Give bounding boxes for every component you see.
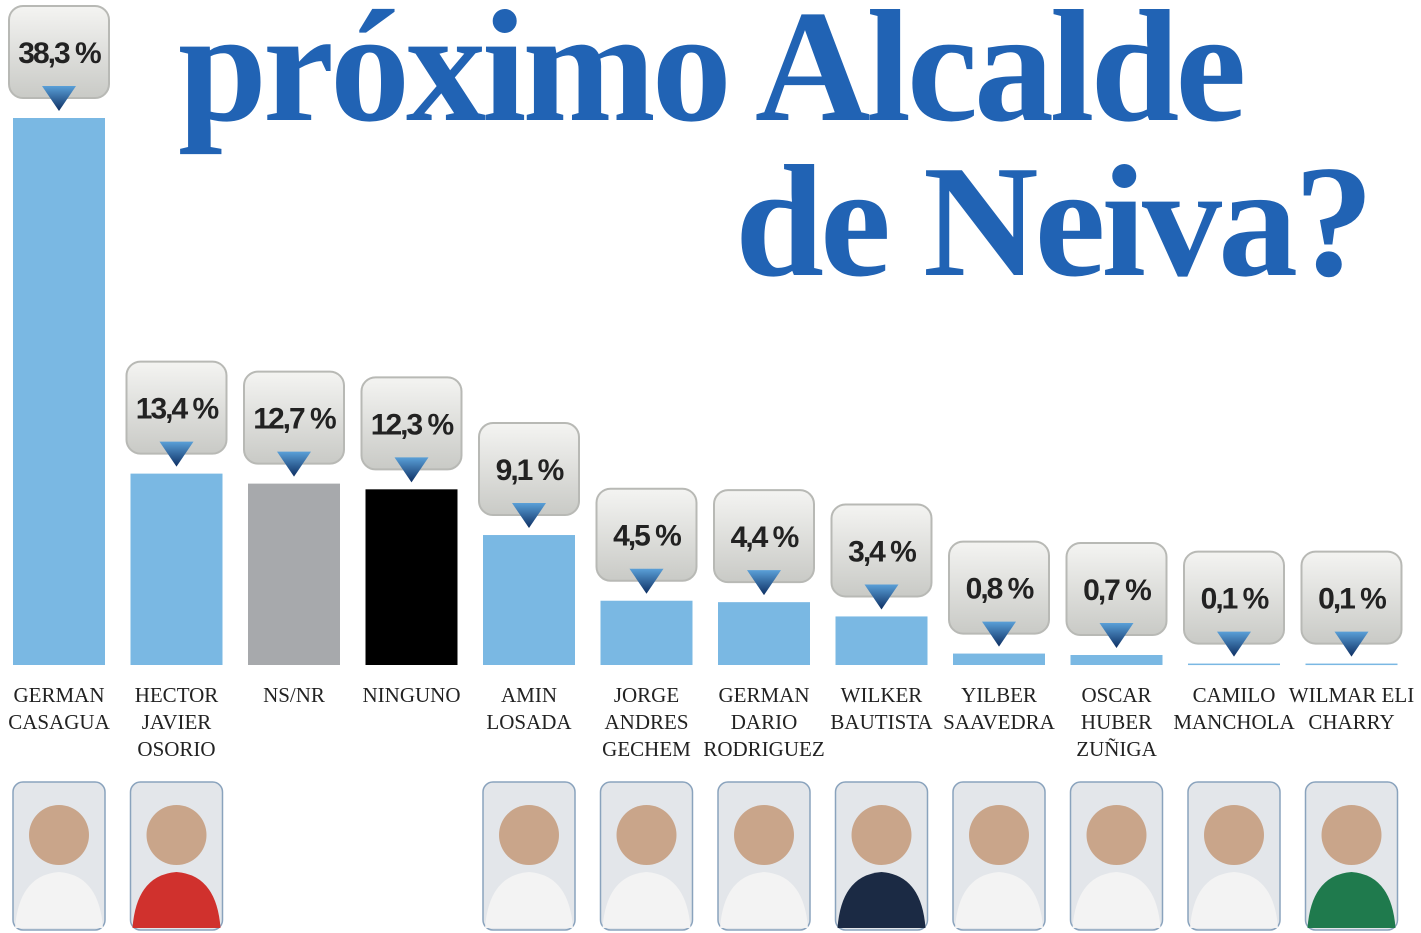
callout-arrow	[982, 621, 1016, 647]
photo-body	[1072, 872, 1161, 928]
value-label: 12,3 %	[371, 408, 454, 441]
x-tick-label: GERMAN	[718, 683, 809, 707]
photo-body	[485, 872, 573, 928]
callout-arrow	[394, 457, 429, 483]
value-label: 3,4 %	[848, 535, 916, 568]
x-tick-label: OSCAR	[1081, 683, 1151, 707]
x-tick-label: WILKER	[841, 683, 923, 707]
x-tick-label: MANCHOLA	[1173, 710, 1295, 734]
photo-body	[955, 872, 1043, 928]
x-tick-label: GECHEM	[602, 737, 691, 761]
photo-face	[969, 805, 1029, 865]
x-tick-label: ZUÑIGA	[1076, 737, 1157, 761]
x-tick-label: BAUTISTA	[830, 710, 933, 734]
callout-arrow	[1099, 623, 1134, 649]
x-tick-label: GERMAN	[13, 683, 104, 707]
photo-body	[720, 872, 808, 928]
x-tick-label: JORGE	[614, 683, 679, 707]
callout-arrow	[1334, 631, 1369, 657]
photo-face	[851, 805, 912, 865]
value-label: 0,8 %	[966, 573, 1034, 606]
photo-face	[616, 805, 677, 865]
bar	[1188, 663, 1280, 666]
bar	[1070, 655, 1163, 665]
photo-body	[1307, 872, 1396, 928]
value-label: 0,1 %	[1318, 583, 1386, 616]
bar	[130, 473, 223, 665]
callout-arrow	[864, 584, 899, 610]
photo-body	[602, 872, 691, 928]
callout-arrow	[512, 503, 546, 529]
value-label: 38,3 %	[18, 37, 101, 70]
x-tick-label: LOSADA	[486, 710, 572, 734]
bar	[718, 602, 810, 665]
photo-face	[1086, 805, 1147, 865]
value-label: 4,5 %	[613, 520, 681, 553]
x-tick-label: OSORIO	[137, 737, 215, 761]
photo-face	[734, 805, 794, 865]
value-label: 13,4 %	[136, 393, 219, 426]
photo-body	[15, 872, 103, 928]
x-tick-label: YILBER	[961, 683, 1037, 707]
bar	[483, 535, 575, 665]
photo-face	[29, 805, 89, 865]
bar	[835, 616, 928, 665]
callout-arrow	[1217, 631, 1251, 657]
x-tick-label: HECTOR	[135, 683, 219, 707]
value-label: 9,1 %	[496, 454, 564, 487]
value-label: 0,1 %	[1201, 583, 1269, 616]
x-tick-label: WILMAR ELI	[1289, 683, 1414, 707]
value-label: 0,7 %	[1083, 574, 1151, 607]
bar	[953, 653, 1045, 665]
callout-arrow	[159, 441, 194, 467]
bar	[600, 600, 693, 665]
photo-body	[1190, 872, 1278, 928]
bar	[1305, 663, 1398, 666]
x-tick-label: JAVIER	[142, 710, 212, 734]
x-tick-label: NS/NR	[263, 683, 325, 707]
value-label: 12,7 %	[253, 403, 336, 436]
chart-title: de Neiva?	[735, 132, 1370, 310]
x-tick-label: RODRIGUEZ	[703, 737, 824, 761]
value-label: 4,4 %	[731, 521, 799, 554]
callout-arrow	[747, 570, 781, 596]
x-tick-label: SAAVEDRA	[943, 710, 1055, 734]
chart-title: próximo Alcalde	[178, 0, 1242, 155]
x-tick-label: CHARRY	[1308, 710, 1394, 734]
photo-body	[132, 872, 221, 928]
x-tick-label: AMIN	[501, 683, 557, 707]
x-tick-label: CASAGUA	[8, 710, 110, 734]
bar	[13, 118, 105, 665]
x-tick-label: ANDRES	[604, 710, 688, 734]
photo-face	[1321, 805, 1382, 865]
callout-arrow	[277, 451, 311, 477]
photo-body	[837, 872, 926, 928]
photo-face	[499, 805, 559, 865]
callout-arrow	[629, 568, 664, 594]
callout-arrow	[42, 86, 76, 111]
x-tick-label: CAMILO	[1193, 683, 1276, 707]
photo-face	[1204, 805, 1264, 865]
photo-face	[146, 805, 207, 865]
bar	[365, 489, 458, 665]
x-tick-label: DARIO	[731, 710, 798, 734]
bar	[248, 483, 340, 665]
x-tick-label: NINGUNO	[363, 683, 461, 707]
x-tick-label: HUBER	[1081, 710, 1152, 734]
